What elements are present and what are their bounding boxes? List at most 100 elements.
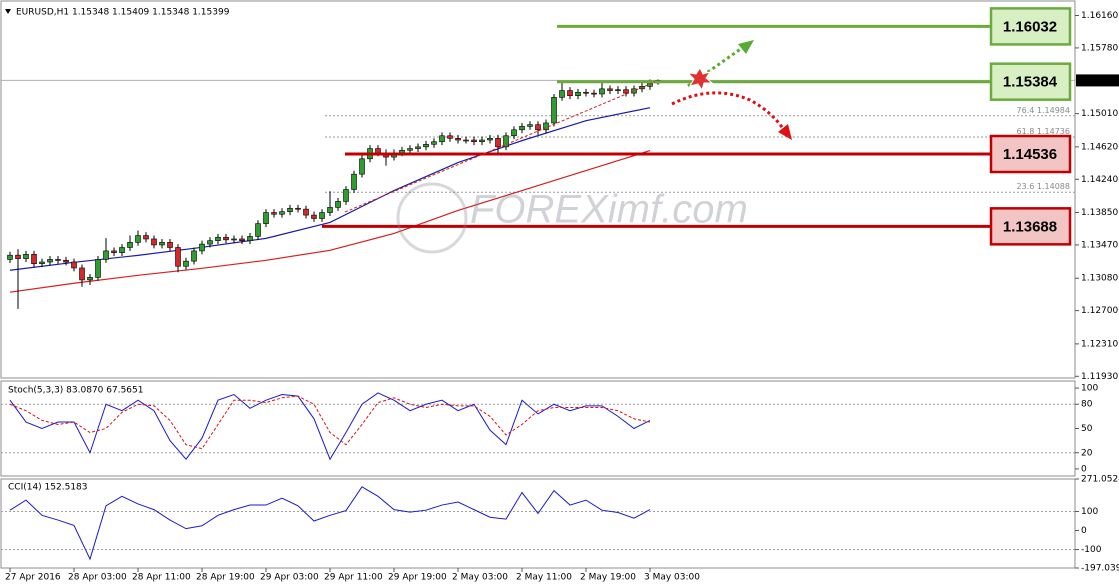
y-tick-label: 1.13470 [1081, 240, 1118, 250]
candle-body [7, 254, 13, 260]
candle-body [247, 236, 253, 241]
candle-body [151, 238, 157, 246]
candle-body [623, 89, 629, 94]
candle-body [327, 207, 333, 213]
y-tick-label: 1.14240 [1081, 175, 1118, 185]
candle-body [263, 212, 269, 224]
fib-price: 1.14984 [1037, 105, 1070, 114]
level-box [989, 62, 1072, 101]
candle-body [503, 135, 509, 148]
current-price-box [1076, 74, 1119, 87]
burst-marker [686, 67, 714, 92]
up-arrow [687, 46, 743, 88]
candle-body [551, 97, 557, 124]
y-tick-label: 80 [1081, 400, 1093, 410]
fib-label: 76.4 1.14984 [1017, 105, 1070, 114]
cci-title: CCI(14) 152.5183 [8, 483, 88, 493]
candle-body [199, 243, 205, 252]
candle-body [159, 242, 165, 246]
candle-body [311, 214, 317, 219]
level-label: 1.14536 [1003, 146, 1057, 163]
x-tick-label: 28 Apr 03:00 [68, 573, 127, 583]
fib-label: 61.8 1.14736 [1017, 126, 1070, 135]
y-tick-label: 100 [1081, 507, 1098, 517]
candle-body [111, 250, 117, 253]
fib-price: 1.14736 [1037, 126, 1070, 135]
y-tick-label: 1.12310 [1081, 339, 1118, 349]
candle-body [439, 135, 445, 143]
candle-body [279, 211, 285, 215]
y-tick-label: 1.13850 [1081, 208, 1118, 218]
candle-body [399, 149, 405, 154]
candle-body [239, 238, 245, 241]
candle-body [343, 189, 349, 202]
candle-body [191, 250, 197, 262]
candle-body [375, 148, 381, 154]
candle-body [231, 238, 237, 241]
candle-body [31, 254, 37, 265]
main-panel [0, 0, 1076, 379]
candle-body [207, 240, 213, 245]
candle-body [583, 91, 589, 94]
candle-body [535, 124, 541, 131]
y-tick-label: 100 [1081, 384, 1098, 394]
candle-body [215, 236, 221, 241]
y-tick-label: 0 [1081, 464, 1087, 474]
y-tick-label: -197.0392 [1081, 564, 1119, 574]
candle-body [55, 259, 61, 261]
candle-body [71, 261, 77, 269]
fib-ratio: 76.4 [1017, 105, 1035, 114]
candle-body [255, 223, 261, 237]
candle-body [15, 254, 21, 259]
candle-body [567, 90, 573, 96]
y-tick-label: 1.15780 [1081, 43, 1118, 53]
level-box [989, 134, 1072, 174]
y-tick-label: 1.15010 [1081, 109, 1118, 119]
candle-body [295, 207, 301, 210]
x-tick-label: 2 May 11:00 [516, 573, 572, 583]
candle-body [631, 88, 637, 94]
candle-body [135, 235, 141, 243]
level-label: 1.13688 [1003, 218, 1057, 235]
indicator-line [9, 395, 651, 450]
candle-body [271, 212, 277, 215]
moving-average [9, 107, 651, 271]
candle-body [287, 207, 293, 212]
candle-body [319, 212, 325, 219]
candle-body [127, 242, 133, 248]
x-tick-label: 2 May 19:00 [580, 573, 636, 583]
y-tick-label: 1.11930 [1081, 372, 1118, 382]
candle-body [527, 124, 533, 127]
plot-layer: 1.16160 1.15780 1.15010 1.14620 1.14240 1.138… [1, 7, 1119, 583]
y-tick-label: 1.13080 [1081, 274, 1118, 284]
candle-body [79, 267, 85, 281]
candle-body [95, 259, 101, 278]
menu-triangle [5, 9, 11, 14]
candle-body [615, 89, 621, 92]
candle-body [463, 139, 469, 142]
candle-body [447, 135, 453, 139]
watermark-logo [396, 182, 468, 254]
candle-body [359, 158, 365, 175]
level-box [989, 207, 1072, 246]
candle-body [335, 201, 341, 208]
candle-body [39, 261, 45, 265]
candle-body [47, 259, 53, 263]
x-tick-label: 28 Apr 11:00 [132, 573, 191, 583]
fib-ratio: 23.6 [1017, 182, 1035, 191]
level-box [989, 7, 1072, 46]
y-tick-label: 1.16160 [1081, 11, 1118, 21]
fib-ratio: 61.8 [1017, 126, 1035, 135]
trendline [344, 81, 656, 213]
candle-body [607, 88, 613, 91]
x-tick-label: 2 May 03:00 [452, 573, 508, 583]
y-tick-label: 271.0524 [1081, 475, 1119, 485]
y-tick-label: 50 [1081, 424, 1093, 434]
candle-body [431, 141, 437, 145]
x-tick-label: 27 Apr 2016 [5, 573, 61, 583]
down-arrow-head [778, 124, 792, 140]
indicator-line [9, 486, 651, 561]
stoch-panel [0, 380, 1076, 477]
